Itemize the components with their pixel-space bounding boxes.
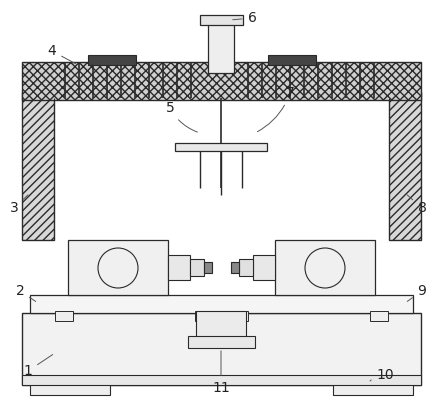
Bar (88, 55, 136, 65)
Bar (275, 240, 375, 295)
Bar (22, 313, 421, 385)
Bar (22, 375, 421, 385)
Text: 9: 9 (407, 284, 427, 301)
Bar (30, 295, 413, 313)
Bar (204, 262, 212, 273)
Text: 3: 3 (10, 195, 28, 215)
Bar (333, 377, 413, 395)
Bar (175, 143, 267, 151)
Bar (239, 259, 253, 276)
Bar (389, 92, 421, 240)
Bar (370, 311, 388, 321)
Bar (200, 15, 243, 25)
Bar (30, 377, 110, 395)
Text: 6: 6 (233, 11, 256, 25)
Bar (268, 55, 316, 65)
Bar (68, 240, 168, 295)
Bar (196, 311, 246, 341)
Bar (208, 21, 234, 73)
Bar (231, 262, 239, 273)
Bar (168, 255, 190, 280)
Bar (253, 255, 275, 280)
Bar (230, 311, 248, 321)
Bar (22, 62, 421, 100)
Text: 7: 7 (257, 86, 295, 132)
Text: 11: 11 (212, 351, 230, 395)
Text: 10: 10 (370, 368, 394, 382)
Bar (195, 311, 213, 321)
Bar (188, 336, 255, 348)
Text: 8: 8 (407, 195, 427, 215)
Text: 5: 5 (166, 101, 198, 132)
Bar (190, 259, 204, 276)
Text: 1: 1 (23, 355, 53, 378)
Text: 4: 4 (48, 44, 76, 64)
Bar (55, 311, 73, 321)
Bar (22, 92, 54, 240)
Text: 2: 2 (16, 284, 36, 301)
